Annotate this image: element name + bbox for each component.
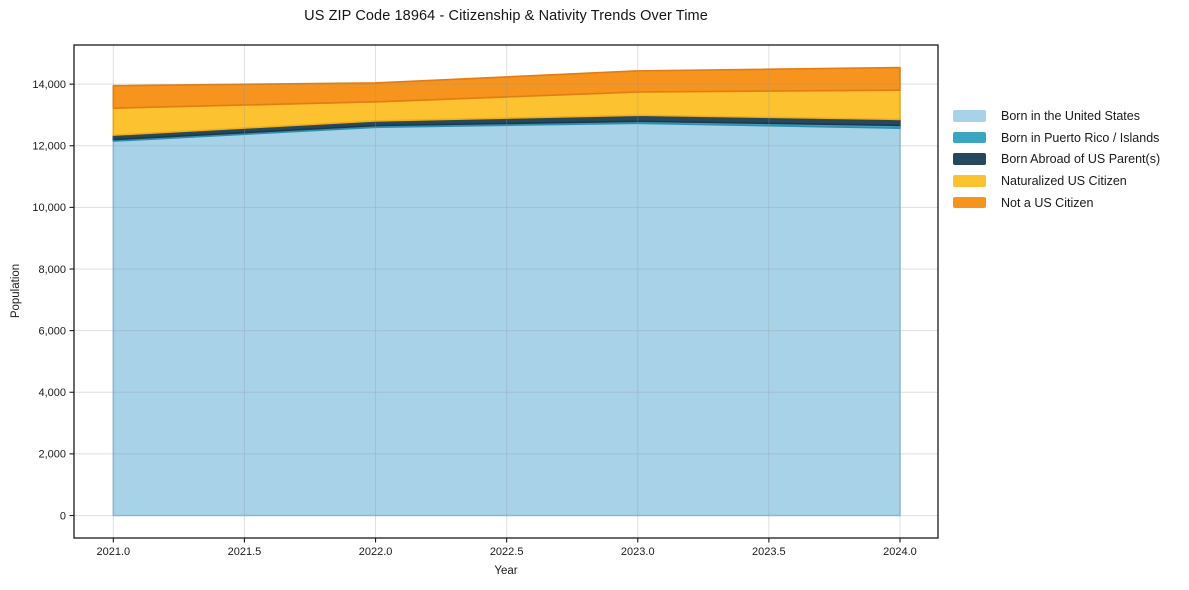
y-tick-label: 6,000 xyxy=(38,325,66,337)
x-tick-label: 2021.0 xyxy=(97,546,131,558)
legend-swatch xyxy=(953,131,986,144)
legend-label: Born in Puerto Rico / Islands xyxy=(1001,130,1160,145)
chart-title: US ZIP Code 18964 - Citizenship & Nativi… xyxy=(304,8,708,24)
y-tick-label: 12,000 xyxy=(32,141,66,153)
x-tick-label: 2023.5 xyxy=(752,546,786,558)
legend-item-not-a-us-citizen: Not a US Citizen xyxy=(953,192,1160,214)
x-axis-label: Year xyxy=(494,565,518,577)
x-tick-label: 2022.5 xyxy=(490,546,524,558)
y-tick-label: 10,000 xyxy=(32,202,66,214)
legend: Born in the United States Born in Puerto … xyxy=(953,105,1160,213)
area-series-not-a-us-citizen xyxy=(112,66,901,109)
legend-swatch xyxy=(953,153,986,165)
y-tick-label: 14,000 xyxy=(32,79,66,91)
y-tick-label: 4,000 xyxy=(38,387,66,399)
x-tick-label: 2024.0 xyxy=(883,546,917,558)
y-tick-label: 2,000 xyxy=(38,449,66,461)
legend-item-born-in-puerto-rico-islands: Born in Puerto Rico / Islands xyxy=(953,127,1160,149)
y-tick-label: 8,000 xyxy=(38,264,66,276)
legend-label: Naturalized US Citizen xyxy=(1001,173,1127,188)
x-tick-label: 2022.0 xyxy=(359,546,393,558)
legend-label: Born in the United States xyxy=(1001,108,1140,123)
x-tick-label: 2021.5 xyxy=(228,546,262,558)
y-axis-label: Population xyxy=(10,263,22,319)
legend-label: Not a US Citizen xyxy=(1001,195,1094,210)
legend-item-born-in-the-united-states: Born in the United States xyxy=(953,105,1160,127)
legend-item-naturalized-us-citizen: Naturalized US Citizen xyxy=(953,170,1160,192)
legend-swatch xyxy=(953,110,986,122)
y-tick-label: 0 xyxy=(60,510,66,522)
x-tick-label: 2023.0 xyxy=(621,546,655,558)
legend-label: Born Abroad of US Parent(s) xyxy=(1001,152,1161,167)
legend-item-born-abroad-of-us-parent-s: Born Abroad of US Parent(s) xyxy=(953,148,1160,170)
legend-swatch xyxy=(953,196,986,209)
axes-frame xyxy=(73,44,939,539)
legend-swatch xyxy=(953,175,986,187)
